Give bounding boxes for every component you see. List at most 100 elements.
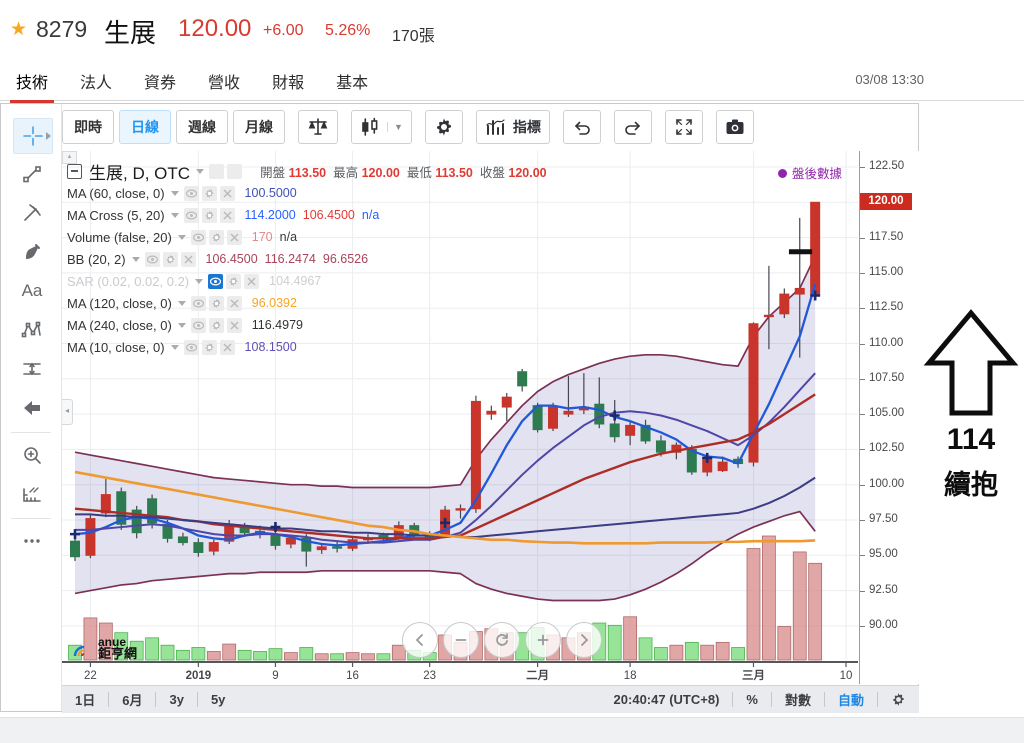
undo-button[interactable]: [562, 110, 601, 144]
timeframe-button-即時[interactable]: 即時: [62, 110, 114, 144]
chevron-down-icon[interactable]: [177, 234, 186, 240]
legend-indicator-row[interactable]: MA Cross (5, 20) 114.2000 106.4500 n/a: [67, 204, 547, 226]
submenu-arrow-icon[interactable]: [46, 132, 51, 140]
pitchfork-tool[interactable]: [13, 196, 51, 230]
time-axis-labels[interactable]: 22 2019 9 16 23 二月 18 三月 10: [84, 662, 852, 682]
legend-indicator-row[interactable]: MA (60, close, 0) 100.5000: [67, 182, 547, 204]
legend-indicator-row[interactable]: SAR (0.02, 0.02, 0.2) 104.4967: [67, 270, 547, 292]
chart-area[interactable]: 22 2019 9 16 23 二月 18 三月 10 生展, D, OTC 開盤 113.50…: [62, 151, 859, 684]
eye-icon[interactable]: [208, 273, 224, 289]
zoom-in-tool[interactable]: [13, 438, 51, 472]
gear-icon[interactable]: [227, 163, 243, 179]
legend-indicator-row[interactable]: BB (20, 2) 106.4500 116.2474 96.6526: [67, 248, 547, 270]
legend-main-row[interactable]: 生展, D, OTC 開盤 113.50 最高 120.00 最低 113.50 收盤…: [67, 160, 547, 183]
favorite-star-icon[interactable]: ★: [10, 19, 28, 40]
gear-icon[interactable]: [201, 185, 217, 201]
indicator-value: 106.4500: [205, 252, 258, 266]
chevron-down-icon[interactable]: [170, 190, 179, 196]
gear-icon[interactable]: [208, 317, 224, 333]
price-tick-mark: [860, 555, 865, 557]
range-button-3y[interactable]: 3y: [169, 692, 184, 707]
range-button-5y[interactable]: 5y: [210, 692, 226, 707]
close-icon[interactable]: [219, 207, 235, 223]
chevron-down-icon[interactable]: [170, 212, 179, 218]
percent-scale-button[interactable]: %: [746, 692, 758, 707]
legend-indicator-row[interactable]: MA (10, close, 0) 108.1500: [67, 336, 547, 358]
indicators-button[interactable]: 指標: [475, 110, 550, 144]
text-tool-tool[interactable]: Aa: [13, 274, 51, 308]
chevron-down-icon[interactable]: [195, 278, 204, 284]
tab-營收[interactable]: 營收: [208, 75, 241, 92]
zoom-out-button[interactable]: [443, 622, 479, 658]
eye-icon[interactable]: [144, 251, 160, 267]
gear-icon[interactable]: [226, 273, 242, 289]
legend-indicator-row[interactable]: MA (240, close, 0) 116.4979: [67, 314, 547, 336]
chevron-down-icon[interactable]: [170, 344, 179, 350]
xabcd-pattern-tool[interactable]: [13, 313, 51, 347]
measure-tool[interactable]: [13, 477, 51, 511]
log-scale-button[interactable]: 對數: [784, 693, 811, 708]
timeframe-button-月線[interactable]: 月線: [233, 110, 285, 144]
footer-settings-button[interactable]: [878, 692, 919, 707]
arrow-marker-tool[interactable]: [13, 391, 51, 425]
more-options-tool[interactable]: [13, 524, 51, 558]
auto-scale-button[interactable]: 自動: [837, 693, 864, 708]
eye-icon[interactable]: [190, 295, 206, 311]
timeframe-button-日線[interactable]: 日線: [119, 110, 171, 144]
gear-icon[interactable]: [162, 251, 178, 267]
gear-icon[interactable]: [201, 339, 217, 355]
legend-indicator-row[interactable]: Volume (false, 20) 170 n/a: [67, 226, 547, 248]
long-position-tool[interactable]: [13, 352, 51, 386]
legend-indicator-row[interactable]: MA (120, close, 0) 96.0392: [67, 292, 547, 314]
close-icon[interactable]: [226, 229, 242, 245]
chevron-down-icon[interactable]: [131, 256, 140, 262]
gear-icon[interactable]: [208, 229, 224, 245]
collapse-pane-icon[interactable]: ◂: [62, 399, 73, 425]
redo-button[interactable]: [613, 110, 652, 144]
eye-icon[interactable]: [183, 185, 199, 201]
compare-button[interactable]: [298, 110, 338, 144]
chevron-down-icon[interactable]: ▼: [387, 122, 403, 132]
indicator-value: 114.2000: [244, 208, 296, 222]
tab-基本[interactable]: 基本: [336, 75, 369, 92]
chevron-down-icon[interactable]: [196, 168, 205, 174]
snapshot-button[interactable]: [715, 110, 754, 144]
tab-法人[interactable]: 法人: [80, 75, 113, 92]
next-button[interactable]: [566, 622, 602, 658]
trend-line-tool[interactable]: [13, 157, 51, 191]
candle-style-button[interactable]: ▼: [351, 110, 412, 144]
prev-button[interactable]: [402, 622, 438, 658]
price-axis[interactable]: 122.50 120.00 117.50 115.00 112.50 110.00 107.…: [859, 151, 919, 684]
indicator-value: 106.4500: [302, 208, 355, 222]
gear-icon[interactable]: [201, 207, 217, 223]
gear-icon[interactable]: [208, 295, 224, 311]
tab-資券[interactable]: 資券: [144, 75, 177, 92]
tab-財報[interactable]: 財報: [272, 75, 305, 92]
range-button-6月[interactable]: 6月: [122, 693, 143, 708]
close-icon[interactable]: [219, 339, 235, 355]
zoom-in-button[interactable]: [525, 622, 561, 658]
chart-settings-button[interactable]: [424, 110, 463, 144]
close-icon[interactable]: [244, 273, 260, 289]
fullscreen-button[interactable]: [664, 110, 703, 144]
collapse-icon[interactable]: [67, 163, 82, 179]
eye-icon[interactable]: [209, 163, 225, 179]
timeframe-button-週線[interactable]: 週線: [176, 110, 228, 144]
range-button-1日[interactable]: 1日: [75, 693, 96, 708]
tab-技術[interactable]: 技術: [9, 60, 55, 103]
eye-icon[interactable]: [183, 207, 199, 223]
reset-button[interactable]: [484, 622, 520, 658]
close-icon[interactable]: [180, 251, 196, 267]
close-icon[interactable]: [226, 295, 242, 311]
crosshair-tool[interactable]: [13, 118, 53, 154]
close-icon[interactable]: [219, 185, 235, 201]
chevron-down-icon[interactable]: [177, 300, 186, 306]
eye-icon[interactable]: [190, 229, 206, 245]
close-icon[interactable]: [226, 317, 242, 333]
eye-icon[interactable]: [190, 317, 206, 333]
eye-icon[interactable]: [183, 339, 199, 355]
scroll-up-icon[interactable]: ▲: [62, 151, 77, 164]
chevron-down-icon[interactable]: [177, 322, 186, 328]
brush-tool[interactable]: [13, 235, 51, 269]
svg-text:18: 18: [624, 670, 637, 682]
